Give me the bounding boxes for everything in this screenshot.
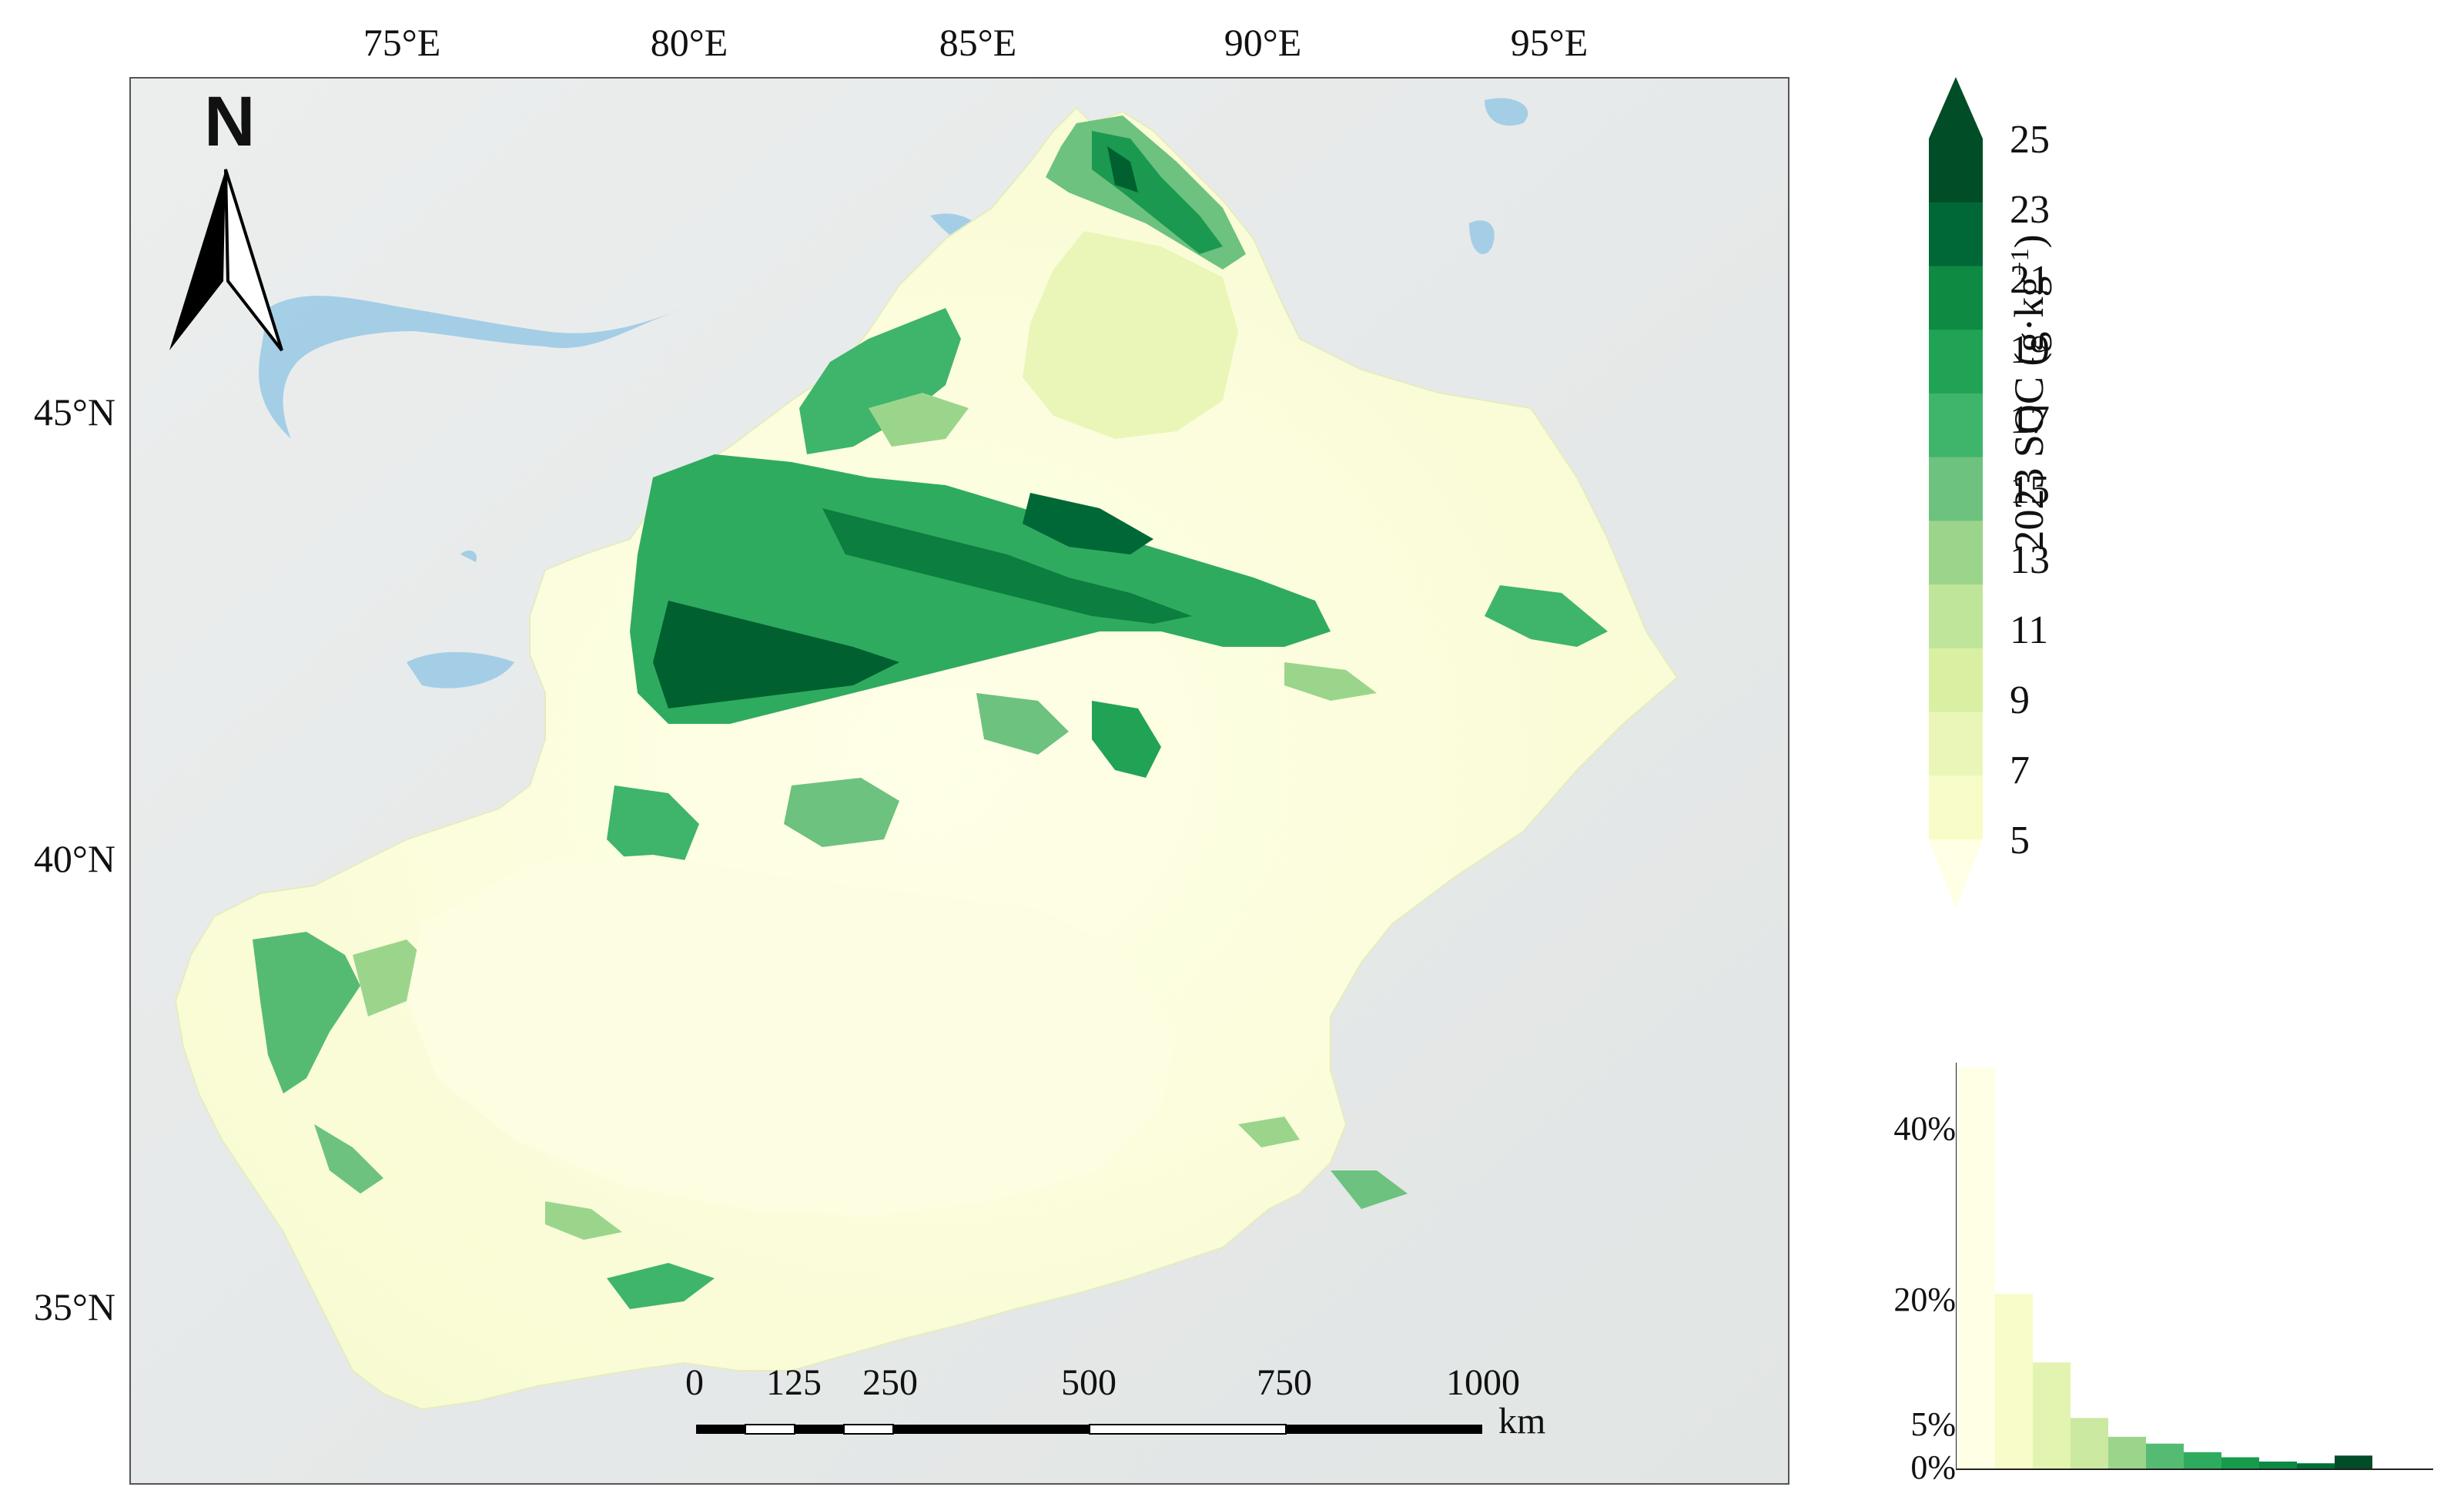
legend-title-unit: (g·kg — [2006, 276, 2052, 367]
legend-tick-label: 13 — [2010, 538, 2050, 582]
legend-color-swatch — [1929, 393, 1983, 458]
scale-bar — [696, 1424, 1482, 1435]
histogram-bar — [2335, 1455, 2372, 1469]
map-frame — [129, 77, 1789, 1485]
histogram-bar — [2033, 1362, 2071, 1469]
legend-color-swatch — [1929, 712, 1983, 777]
legend-colorbar — [1929, 77, 1983, 909]
scale-bar-label-1000: 1000 — [1446, 1362, 1520, 1403]
legend-color-swatch — [1929, 202, 1983, 267]
scale-bar-label-500: 500 — [1061, 1362, 1116, 1403]
legend-color-swatch — [1929, 584, 1983, 649]
legend-color-swatch — [1929, 521, 1983, 586]
histogram-bar — [2259, 1462, 2297, 1469]
histogram-y-labels: 40% 20% 5% 0% — [1833, 1055, 1956, 1486]
scale-bar-label-125: 125 — [766, 1362, 822, 1403]
legend-tick-label: 7 — [2010, 748, 2030, 792]
legend-tick-label: 11 — [2010, 608, 2049, 652]
histogram-bar — [2108, 1436, 2146, 1469]
legend-color-swatch — [1929, 457, 1983, 522]
soc-patches — [253, 116, 1608, 1309]
hist-y-label-40: 40% — [1893, 1110, 1956, 1147]
legend-title-exp: −1 — [2006, 248, 2034, 276]
soc-legend: 25 23 21 19 17 15 13 11 9 7 5 2023 SOC (g·kg−1) — [1894, 69, 2464, 916]
legend-extend-arrow-icon — [1929, 77, 1983, 139]
legend-tick-label: 21 — [2010, 258, 2050, 302]
hist-y-label-0: 0% — [1910, 1448, 1956, 1486]
legend-color-swatch — [1929, 139, 1983, 203]
legend-lower-arrow-icon — [1929, 839, 1983, 909]
north-arrow-label: N — [204, 82, 256, 161]
map-panel: 75°E 80°E 85°E 90°E 95°E 45°N 40°N 35°N — [33, 21, 1789, 1485]
lon-label-85: 85°E — [939, 21, 1017, 64]
scale-bar-label-750: 750 — [1257, 1362, 1312, 1403]
lon-label-90: 90°E — [1224, 21, 1302, 64]
hist-y-label-20: 20% — [1893, 1281, 1956, 1318]
legend-tick-label: 5 — [2010, 819, 2030, 862]
north-arrow-icon — [169, 169, 283, 352]
lat-label-45: 45°N — [33, 390, 116, 434]
legend-color-swatch — [1929, 648, 1983, 713]
lat-label-35: 35°N — [33, 1285, 116, 1328]
legend-tick-label: 25 — [2010, 118, 2050, 162]
histogram-bar — [2071, 1418, 2108, 1469]
scale-bar-label-250: 250 — [862, 1362, 918, 1403]
legend-tick-label: 23 — [2010, 188, 2050, 232]
legend-tick-label: 15 — [2010, 468, 2050, 512]
legend-tick-label: 9 — [2010, 678, 2030, 722]
scale-bar-label-0: 0 — [685, 1362, 704, 1403]
histogram-bar — [2146, 1443, 2184, 1469]
legend-title-text: 2023 SOC — [2006, 377, 2052, 551]
histogram-bar — [1995, 1294, 2033, 1469]
histogram-bar — [2221, 1457, 2259, 1469]
hist-y-label-5: 5% — [1910, 1405, 1956, 1443]
histogram-bar — [1957, 1067, 1995, 1469]
histogram-bar — [2297, 1463, 2335, 1469]
soc-histogram: 40% 20% 5% 0% — [1833, 1055, 2433, 1486]
legend-tick-label: 17 — [2010, 398, 2050, 442]
legend-color-swatch — [1929, 266, 1983, 331]
lat-label-40: 40°N — [33, 837, 116, 880]
lon-label-75: 75°E — [363, 21, 441, 64]
legend-color-swatch — [1929, 775, 1983, 840]
histogram-plot — [1956, 1063, 2433, 1470]
lon-label-95: 95°E — [1510, 21, 1589, 64]
legend-color-swatch — [1929, 330, 1983, 394]
lon-label-80: 80°E — [650, 21, 728, 64]
legend-title-close: ) — [2006, 234, 2052, 249]
histogram-bar — [2184, 1452, 2221, 1469]
scale-bar-unit: km — [1498, 1401, 1546, 1442]
legend-tick-label: 19 — [2010, 328, 2050, 372]
